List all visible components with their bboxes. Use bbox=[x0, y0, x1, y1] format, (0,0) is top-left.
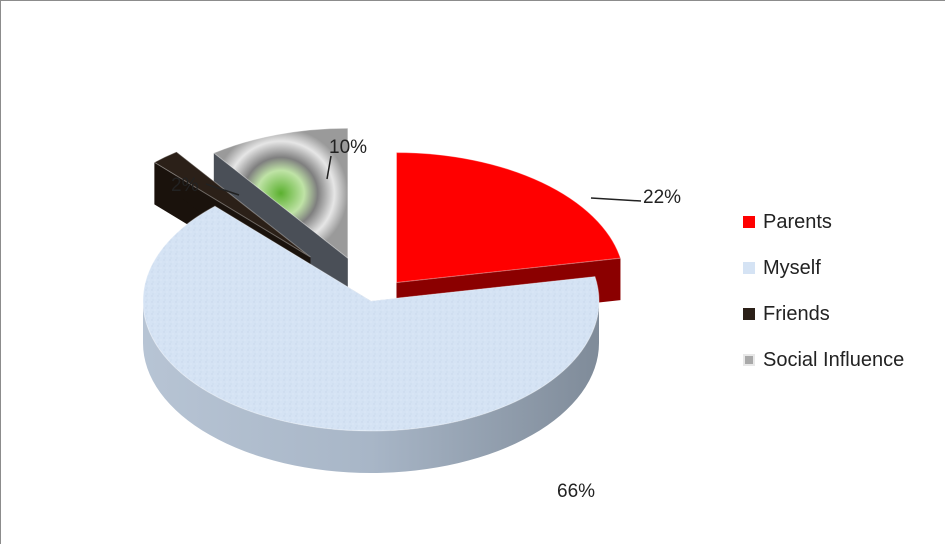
legend: Parents Myself Friends Social Influence bbox=[743, 199, 904, 383]
legend-label-parents: Parents bbox=[763, 210, 832, 233]
legend-label-social-influence: Social Influence bbox=[763, 348, 905, 371]
legend-label-friends: Friends bbox=[763, 302, 830, 325]
legend-item-myself: Myself bbox=[743, 245, 904, 291]
pie-side-myself bbox=[143, 301, 599, 473]
data-label-social-influence: 10% bbox=[329, 137, 367, 158]
pie-top-parents bbox=[395, 152, 622, 284]
pie-top-social-influence bbox=[212, 127, 349, 260]
pie-cut-social-influence-0 bbox=[213, 153, 348, 301]
leader-line-parents bbox=[590, 197, 642, 202]
data-label-friends: 2% bbox=[171, 175, 199, 196]
legend-item-parents: Parents bbox=[743, 199, 904, 245]
leader-line-friends bbox=[205, 183, 240, 196]
leader-line-social-influence bbox=[326, 155, 332, 180]
pie-top-friends bbox=[153, 151, 311, 258]
legend-swatch-myself bbox=[743, 262, 755, 274]
legend-swatch-parents bbox=[743, 216, 755, 228]
data-label-parents: 22% bbox=[643, 187, 681, 208]
pie-top-myself bbox=[142, 205, 600, 432]
legend-swatch-friends bbox=[743, 308, 755, 320]
pie-slice-myself bbox=[142, 205, 600, 473]
legend-label-myself: Myself bbox=[763, 256, 821, 279]
data-label-myself: 66% bbox=[557, 481, 595, 502]
legend-swatch-social-influence bbox=[743, 354, 755, 366]
pie-slice-social-influence bbox=[212, 127, 349, 301]
legend-item-social-influence: Social Influence bbox=[743, 337, 904, 383]
legend-item-friends: Friends bbox=[743, 291, 904, 337]
